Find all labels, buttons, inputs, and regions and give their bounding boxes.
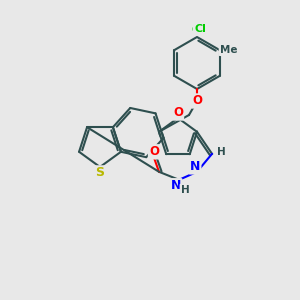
Text: H: H	[217, 147, 225, 157]
Text: O: O	[173, 106, 183, 119]
Text: Cl: Cl	[194, 24, 206, 34]
Text: N: N	[171, 179, 181, 192]
Text: O: O	[192, 94, 202, 107]
Text: Cl: Cl	[191, 25, 203, 35]
Text: N: N	[190, 160, 200, 173]
Text: H: H	[181, 185, 189, 195]
Text: S: S	[95, 167, 104, 179]
Text: O: O	[149, 145, 159, 158]
Text: Me: Me	[220, 45, 237, 55]
